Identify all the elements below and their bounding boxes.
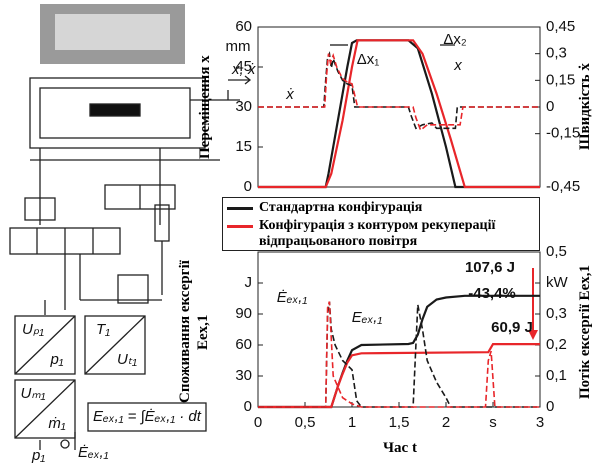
series-line	[258, 52, 540, 132]
y2-tick-label: 0	[546, 398, 554, 415]
pneumatic-diagram-part	[87, 402, 207, 432]
y-axis-title: Переміщення x	[197, 55, 213, 159]
y-tick-label: 45	[235, 58, 252, 75]
box-label: T₁	[96, 321, 110, 338]
x-tick-label: 1	[348, 414, 356, 431]
legend-swatch	[227, 207, 253, 210]
series-line	[258, 301, 540, 408]
series-line	[258, 39, 540, 189]
pneumatic-diagram-part	[14, 379, 76, 439]
y2-tick-label: -0,15	[546, 125, 580, 142]
pneumatic-diagram-part	[24, 197, 56, 221]
x-tick-label: 0	[254, 414, 262, 431]
y2-tick-label: 0,2	[546, 336, 567, 353]
series-line	[258, 294, 540, 409]
box-label: ṁ₁	[48, 415, 65, 432]
series-line	[258, 39, 540, 189]
y-tick-label: 0	[244, 178, 252, 195]
pneumatic-diagram-part	[39, 87, 191, 139]
annotation: Δx₁	[357, 51, 380, 68]
series-line	[258, 51, 540, 130]
x-axis-title: Час t	[383, 440, 417, 456]
pneumatic-diagram-part	[14, 315, 76, 375]
y-tick-label: 60	[235, 18, 252, 35]
pneumatic-diagram-part	[14, 379, 76, 439]
pneumatic-diagram-part	[117, 274, 149, 304]
box-label: Uₜ₁	[117, 351, 137, 368]
x-tick-label: 3	[536, 414, 544, 431]
y2-tick-label: 0	[546, 98, 554, 115]
annotation: Ėₑₓ,₁	[277, 289, 308, 306]
y-axis-title: Споживання ексергії Eex,1	[177, 260, 211, 404]
box-label: p₁	[49, 351, 63, 368]
annotation: 107,6 J	[465, 259, 515, 276]
y-tick-label: 30	[235, 98, 252, 115]
y2-tick-label: 0,1	[546, 367, 567, 384]
pneumatic-diagram-part	[29, 77, 206, 149]
legend-label: Конфігурація з контуром рекуперації відп…	[259, 218, 496, 249]
y2-tick-label: -0,45	[546, 178, 580, 195]
pneumatic-diagram-part	[89, 103, 141, 117]
y-tick-label: 0	[244, 398, 252, 415]
pneumatic-diagram	[9, 4, 252, 450]
box-label: Uₚ₁	[22, 321, 44, 338]
annotation: mm	[226, 38, 251, 55]
annotation: x	[453, 57, 462, 74]
legend-item: Стандартна конфігурація	[227, 200, 535, 216]
legend: Стандартна конфігурація Конфігурація з к…	[222, 197, 540, 251]
y2-tick-label: 0,3	[546, 45, 567, 62]
formula: Eₑₓ,₁ = ∫Ėₑₓ,₁ · dt	[93, 408, 202, 425]
legend-item: Конфігурація з контуром рекуперації відп…	[227, 218, 535, 250]
y2-axis-title: Швидкість ẋ	[577, 63, 593, 151]
position-label: x, ẋ	[231, 61, 256, 78]
pneumatic-diagram-part	[55, 14, 170, 50]
y2-axis-title: Потік ексергії Eex,1	[577, 265, 593, 399]
x-tick-label: 1,5	[389, 414, 410, 431]
y2-tick-label: 0,3	[546, 305, 567, 322]
y-tick-label: 60	[235, 336, 252, 353]
input-label: Ėₑₓ,₁	[78, 444, 109, 461]
legend-label: Стандартна конфігурація	[259, 200, 423, 215]
pneumatic-diagram-part	[84, 315, 146, 375]
y2-tick-label: 0,45	[546, 18, 575, 35]
input-label: p₁	[31, 447, 45, 463]
x-tick-label: 0,5	[295, 414, 316, 431]
x-tick-label: 2	[442, 414, 450, 431]
y-tick-label: 90	[235, 305, 252, 322]
y-tick-label: 15	[235, 138, 252, 155]
y-tick-label: J	[245, 274, 253, 291]
pneumatic-diagram-part	[84, 315, 146, 375]
annotation: 60,9 J	[491, 319, 533, 336]
annotation: Eₑₓ,₁	[352, 309, 383, 326]
y2-tick-label: 0,5	[546, 243, 567, 260]
series-line	[258, 301, 540, 408]
x-tick-label: s	[489, 414, 497, 431]
pneumatic-diagram-part	[60, 439, 70, 449]
legend-swatch	[227, 225, 253, 228]
y2-tick-label: 0,15	[546, 71, 575, 88]
pneumatic-diagram-part	[154, 204, 170, 242]
annotation: ẋ	[285, 86, 294, 103]
y-tick-label: 30	[235, 367, 252, 384]
annotation: Δx₂	[443, 31, 467, 48]
series-line	[258, 343, 540, 409]
pneumatic-diagram-part	[14, 315, 76, 375]
annotation: -43,4%	[468, 285, 516, 302]
reduction-arrow-head	[528, 330, 538, 340]
box-label: Uₘ₁	[21, 385, 46, 402]
y2-tick-label: kW	[546, 274, 569, 291]
pneumatic-diagram-part	[244, 75, 252, 85]
